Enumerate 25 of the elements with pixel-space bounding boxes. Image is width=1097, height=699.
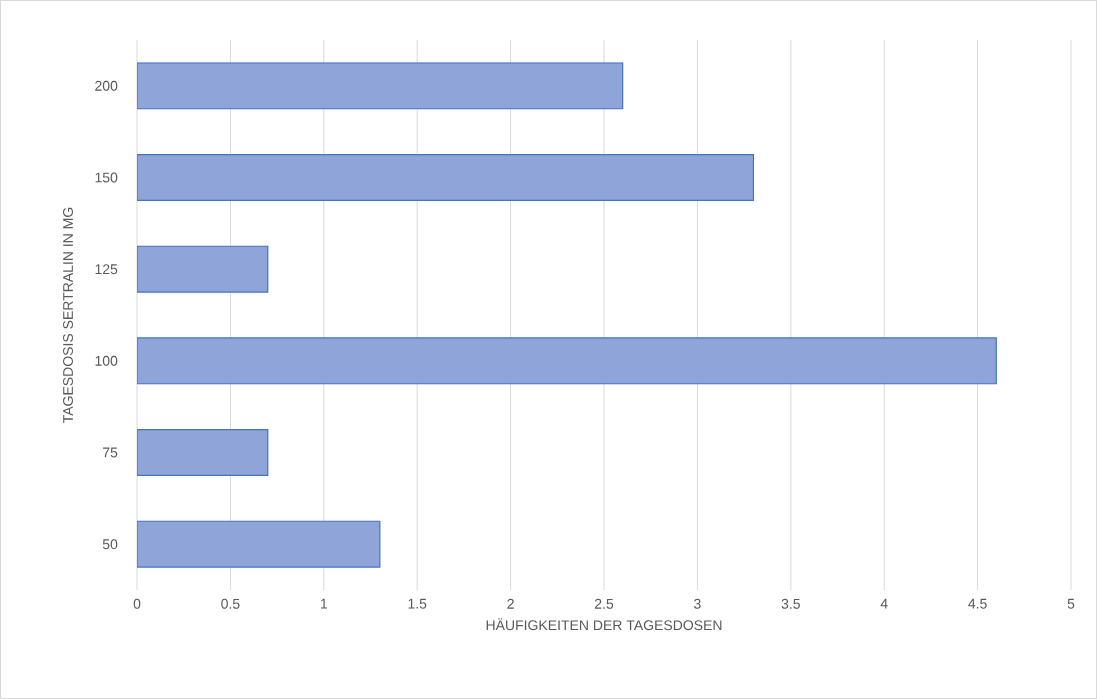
bar bbox=[137, 62, 624, 110]
x-tick-label: 4.5 bbox=[968, 598, 987, 609]
y-tick-label: 75 bbox=[103, 447, 118, 458]
x-tick-label: 3.5 bbox=[781, 598, 800, 609]
x-axis-title: HÄUFIGKEITEN DER TAGESDOSEN bbox=[486, 618, 722, 631]
bar bbox=[137, 153, 755, 202]
x-tick-label: 1 bbox=[320, 598, 328, 609]
x-tick-label: 5 bbox=[1067, 598, 1075, 609]
x-tick-label: 2 bbox=[507, 598, 514, 609]
y-tick-label: 150 bbox=[95, 172, 118, 183]
y-axis-title: TAGESDOSIS SERTRALIN IN MG bbox=[63, 207, 73, 423]
x-tick-label: 0 bbox=[133, 598, 141, 609]
x-tick-label: 4 bbox=[880, 598, 888, 609]
x-tick-label: 0.5 bbox=[221, 598, 240, 609]
y-tick-label: 200 bbox=[95, 80, 118, 91]
x-tick-label: 3 bbox=[694, 598, 701, 609]
x-tick-label: 2.5 bbox=[594, 598, 614, 609]
y-tick-label: 100 bbox=[95, 355, 118, 366]
y-tick-label: 50 bbox=[102, 539, 118, 550]
x-tick-label: 1.5 bbox=[408, 598, 427, 609]
bar bbox=[137, 245, 269, 293]
bar bbox=[137, 520, 381, 568]
bar bbox=[137, 337, 997, 385]
bar bbox=[137, 428, 269, 477]
y-tick-label: 125 bbox=[95, 264, 118, 275]
